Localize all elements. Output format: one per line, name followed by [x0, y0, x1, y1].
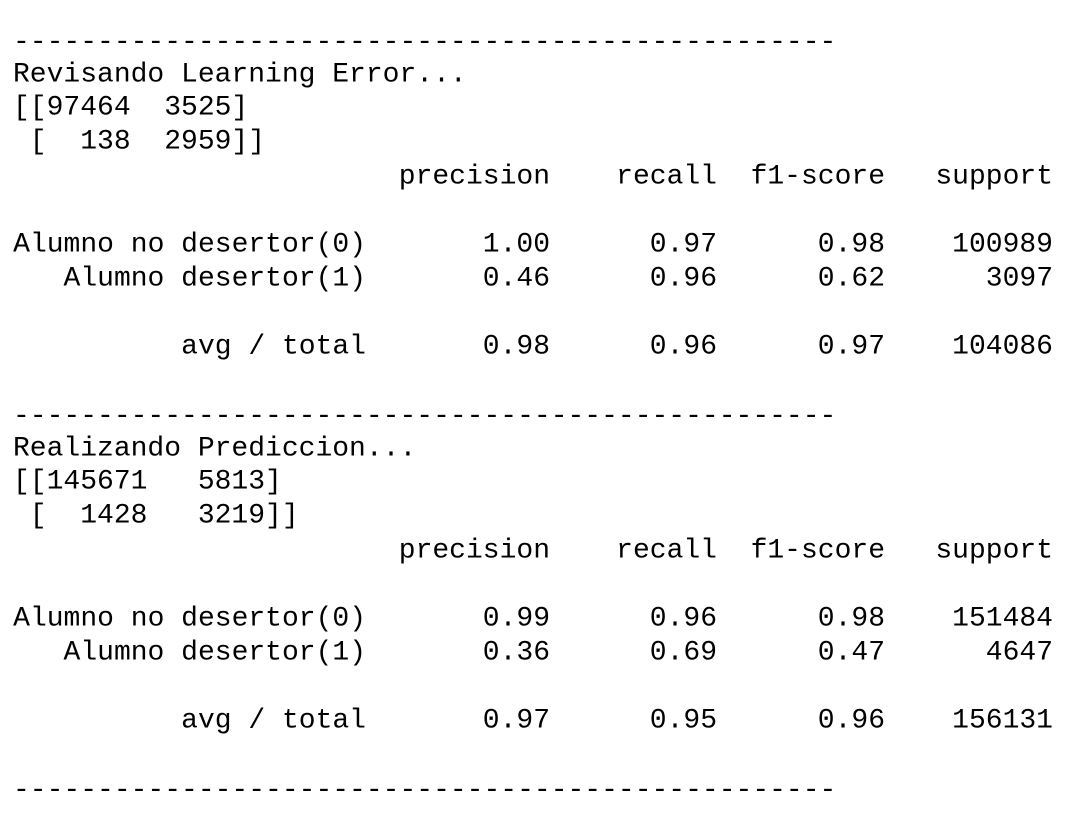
- cell: 0.62: [818, 263, 885, 294]
- cell: 0.96: [650, 263, 717, 294]
- matrix-row: [ 138 2959]]: [13, 126, 265, 157]
- cell: 1.00: [483, 229, 550, 260]
- cell: 0.96: [650, 331, 717, 362]
- column-header: support: [935, 535, 1053, 566]
- column-header: f1-score: [751, 161, 885, 192]
- cell: 0.47: [818, 637, 885, 668]
- column-header: precision: [399, 161, 550, 192]
- cell: 0.69: [650, 637, 717, 668]
- cell: 0.97: [650, 229, 717, 260]
- cell: 0.95: [650, 705, 717, 736]
- row-label: Alumno desertor(1): [64, 637, 366, 668]
- row-label: Alumno desertor(1): [64, 263, 366, 294]
- cell: 0.98: [818, 229, 885, 260]
- separator: ----------------------------------------…: [13, 27, 836, 58]
- row-label: avg / total: [181, 705, 366, 736]
- cell: 0.98: [483, 331, 550, 362]
- section-title: Revisando Learning Error...: [13, 59, 467, 90]
- column-header: support: [935, 161, 1053, 192]
- matrix-row: [[145671 5813]: [13, 466, 282, 497]
- cell: 0.98: [818, 603, 885, 634]
- cell: 151484: [952, 603, 1053, 634]
- cell: 0.97: [483, 705, 550, 736]
- column-header: f1-score: [751, 535, 885, 566]
- cell: 0.97: [818, 331, 885, 362]
- row-label: avg / total: [181, 331, 366, 362]
- cell: 0.96: [650, 603, 717, 634]
- matrix-row: [ 1428 3219]]: [13, 500, 299, 531]
- cell: 100989: [952, 229, 1053, 260]
- row-label: Alumno no desertor(0): [13, 603, 366, 634]
- cell: 0.96: [818, 705, 885, 736]
- section-title: Realizando Prediccion...: [13, 433, 416, 464]
- column-header: recall: [616, 535, 717, 566]
- row-label: Alumno no desertor(0): [13, 229, 366, 260]
- cell: 104086: [952, 331, 1053, 362]
- cell: 3097: [986, 263, 1053, 294]
- column-header: precision: [399, 535, 550, 566]
- cell: 156131: [952, 705, 1053, 736]
- separator: ----------------------------------------…: [13, 401, 836, 432]
- cell: 0.46: [483, 263, 550, 294]
- separator: ----------------------------------------…: [13, 775, 836, 806]
- cell: 0.99: [483, 603, 550, 634]
- cell: 4647: [986, 637, 1053, 668]
- cell: 0.36: [483, 637, 550, 668]
- column-header: recall: [616, 161, 717, 192]
- matrix-row: [[97464 3525]: [13, 92, 248, 123]
